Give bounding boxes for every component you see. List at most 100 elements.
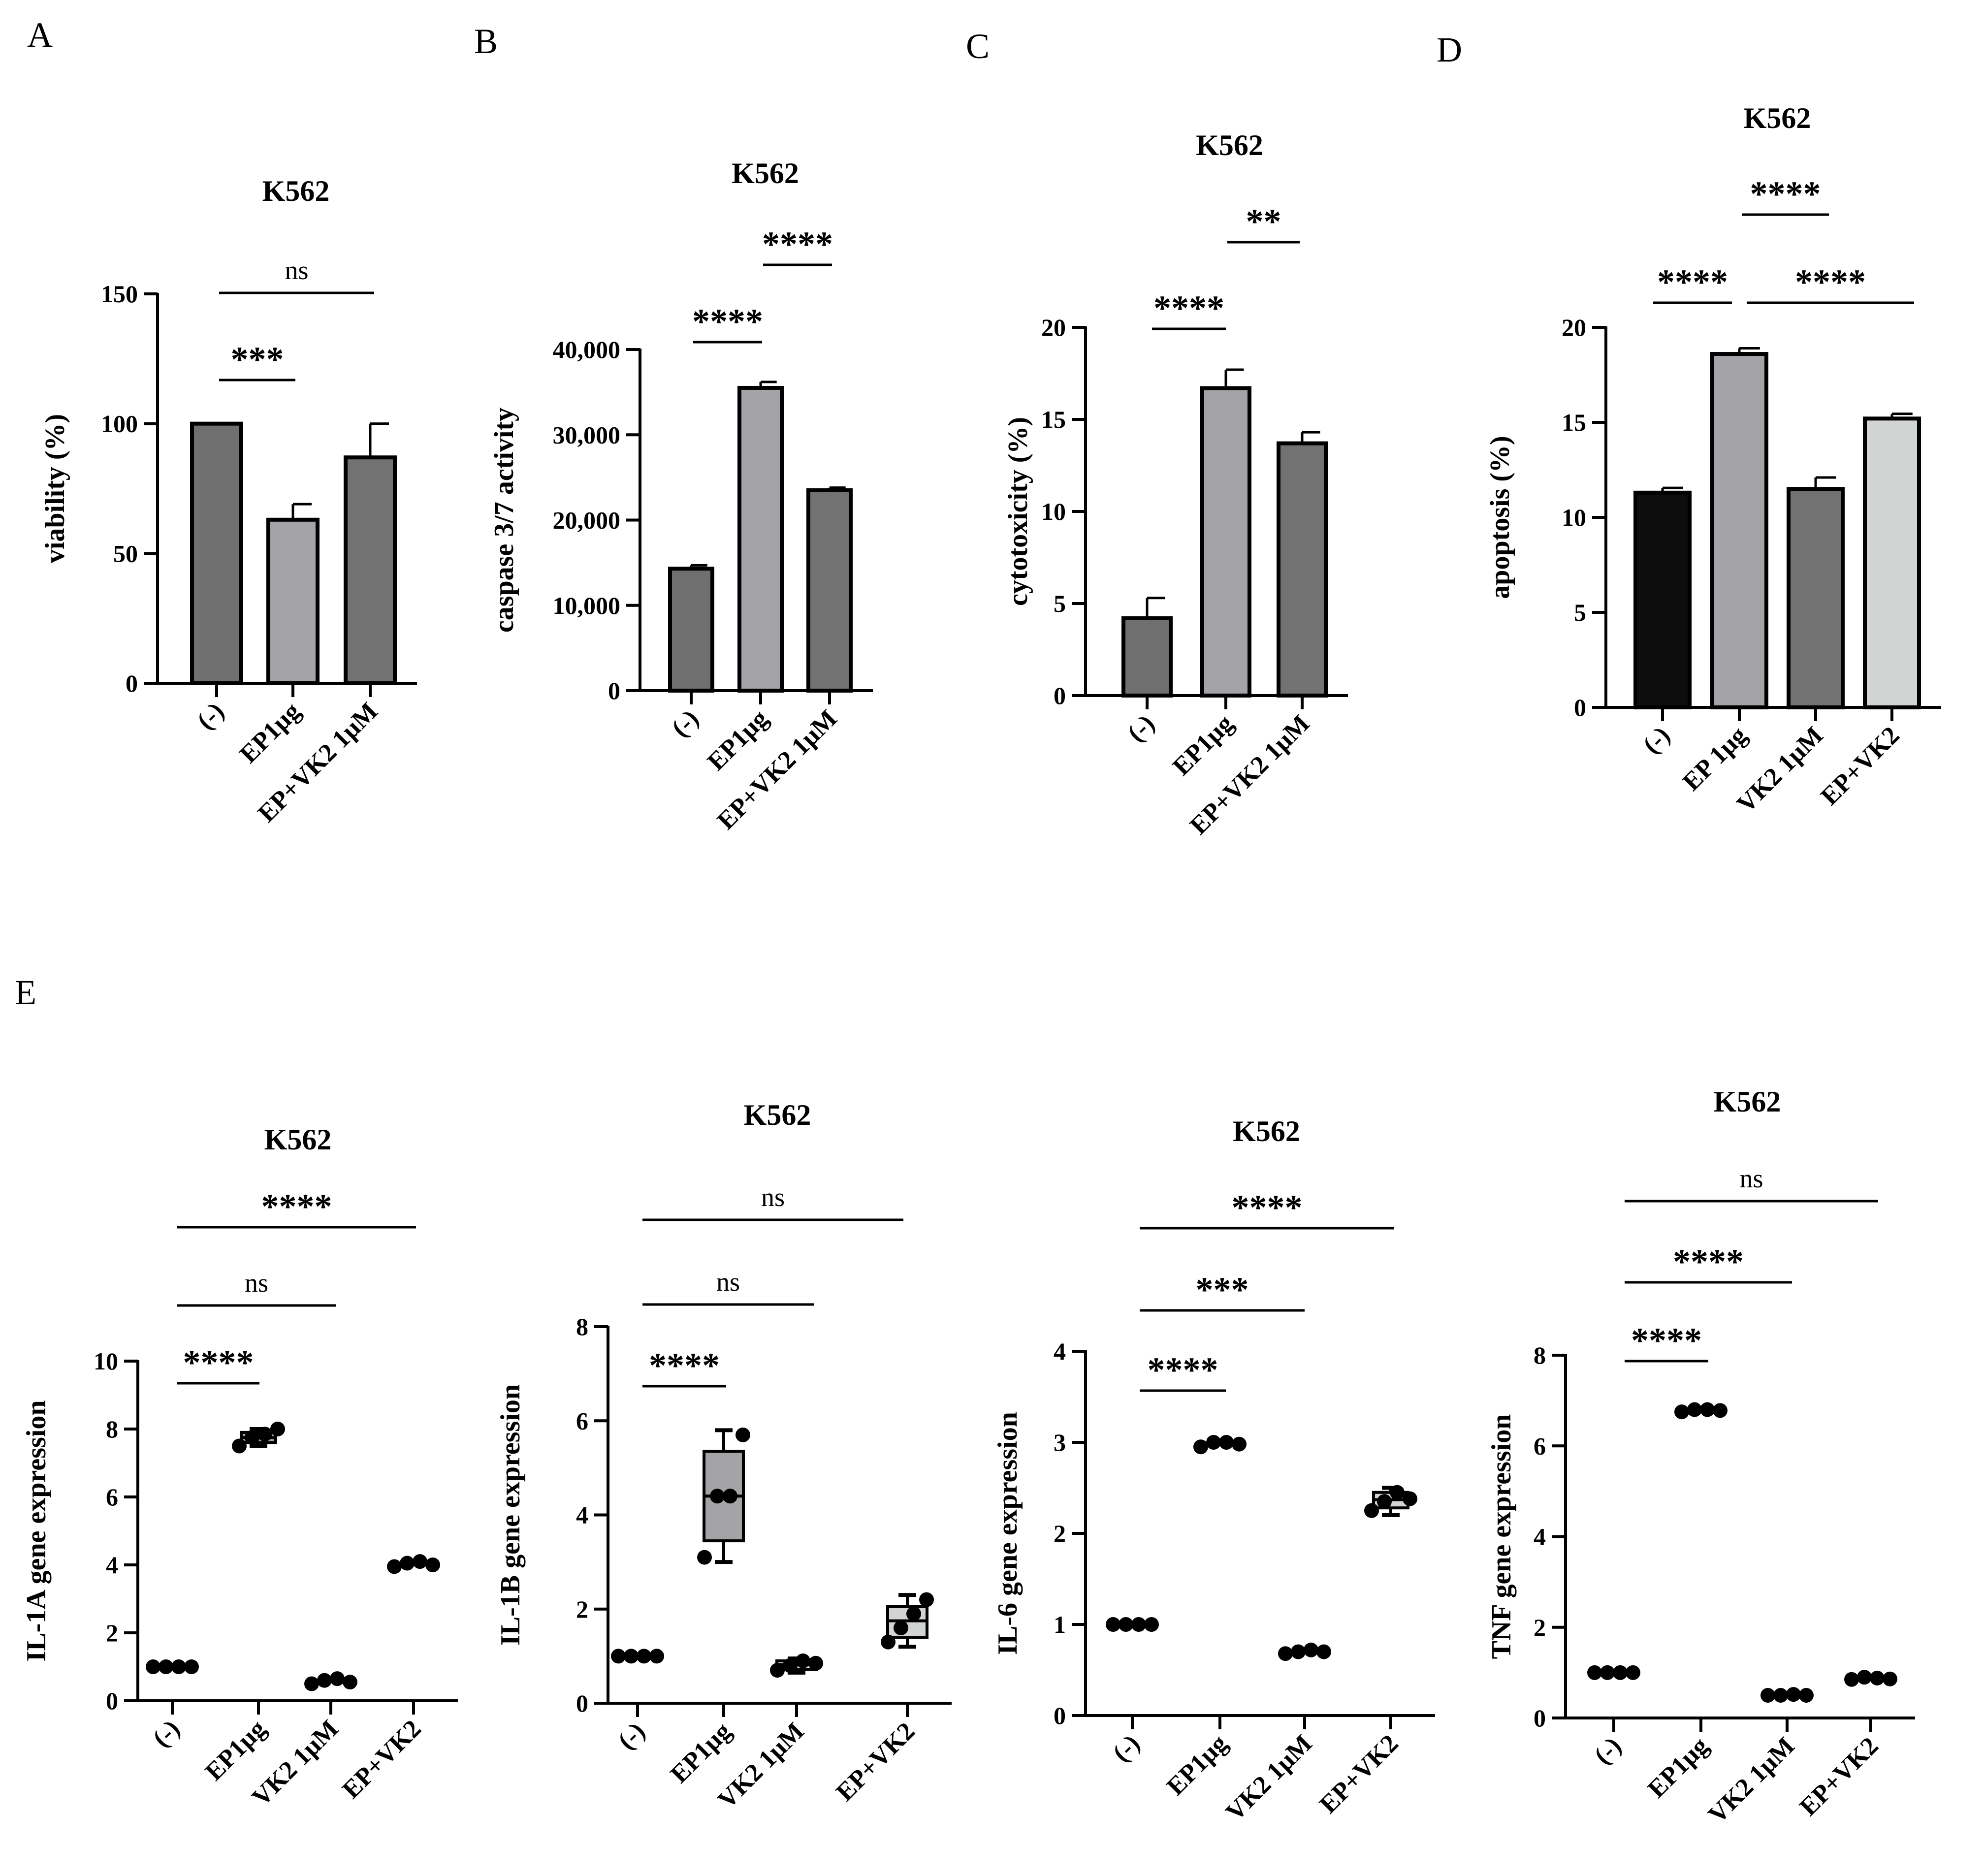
data-point — [1291, 1644, 1306, 1659]
significance-label: **** — [1232, 1188, 1303, 1227]
x-category-label: (-) — [666, 704, 704, 742]
data-point — [796, 1653, 810, 1668]
x-category-label: EP1µg — [1642, 1732, 1714, 1803]
y-tick-label: 8 — [576, 1313, 588, 1340]
data-point — [1232, 1436, 1247, 1452]
data-point — [1377, 1494, 1392, 1509]
panel-label-d: D — [1437, 30, 1462, 69]
y-tick-label: 2 — [106, 1619, 118, 1647]
chart-e3: K562 IL-6 gene expression 0 1 2 3 4 (-) EP1µgVK2… — [992, 1115, 1435, 1826]
bar-1 — [266, 517, 320, 686]
data-point — [919, 1592, 934, 1607]
x-category-label: EP+VK2 — [337, 1715, 427, 1804]
data-point — [1193, 1439, 1208, 1455]
bar-1 — [1710, 352, 1768, 709]
data-point — [1119, 1617, 1133, 1632]
data-point — [1613, 1665, 1628, 1680]
y-axis-label: cytotoxicity (%) — [1003, 417, 1033, 606]
data-point — [425, 1558, 440, 1572]
x-category-label: EP1µg — [1167, 709, 1239, 781]
data-point — [1106, 1617, 1120, 1632]
y-tick-label: 10 — [94, 1347, 118, 1375]
x-category-label: (-) — [1589, 1732, 1627, 1770]
x-category-label: EP+VK2 — [831, 1717, 921, 1807]
x-category-label: EP1µg — [200, 1715, 271, 1786]
bar-0 — [668, 567, 714, 693]
bar-2 — [344, 455, 397, 685]
y-tick-label: 0 — [126, 669, 138, 697]
significance-label: *** — [231, 340, 284, 379]
significance-label: ns — [716, 1267, 740, 1297]
y-tick-label: 4 — [1534, 1523, 1546, 1551]
y-tick-label: 0 — [576, 1689, 588, 1717]
data-point — [1713, 1403, 1728, 1418]
significance-label: **** — [1153, 288, 1224, 328]
data-point — [649, 1649, 664, 1664]
panel-label-a: A — [27, 15, 53, 55]
data-point — [624, 1649, 639, 1664]
y-axis-label: IL-1A gene expression — [21, 1400, 52, 1662]
significance-label: **** — [692, 302, 763, 341]
y-axis-label: viability (%) — [40, 414, 70, 563]
chart-title: K562 — [264, 1123, 332, 1156]
data-point — [611, 1649, 626, 1664]
bar-1 — [737, 385, 784, 693]
bar-1 — [1200, 386, 1251, 698]
data-point — [1600, 1665, 1615, 1680]
data-point — [1219, 1435, 1234, 1450]
bar-0 — [1633, 490, 1692, 709]
x-category-label: VK2 1µM — [1703, 1732, 1800, 1829]
bar-0 — [1121, 616, 1173, 698]
y-axis-label: IL-1B gene expression — [495, 1384, 526, 1646]
data-point — [232, 1438, 247, 1454]
x-category-label: EP+VK2 — [1816, 721, 1905, 811]
y-tick-label: 8 — [106, 1415, 118, 1443]
data-point — [257, 1427, 272, 1442]
y-tick-label: 20 — [1041, 314, 1066, 341]
y-tick-label: 0 — [1054, 682, 1066, 709]
data-point — [637, 1649, 651, 1664]
data-point — [1364, 1503, 1379, 1518]
y-tick-label: 0 — [1054, 1702, 1066, 1729]
chart-title: K562 — [1233, 1115, 1300, 1147]
significance-label: **** — [1750, 174, 1821, 214]
y-tick-label: 15 — [1041, 406, 1066, 433]
significance-label: **** — [649, 1346, 720, 1385]
data-point — [1883, 1671, 1897, 1686]
panel-label-e: E — [15, 973, 36, 1012]
data-point — [270, 1422, 285, 1436]
data-point — [400, 1556, 415, 1571]
y-tick-label: 10 — [1041, 498, 1066, 525]
y-axis-label: TNF gene expression — [1486, 1414, 1517, 1659]
significance-label: ns — [1739, 1164, 1763, 1193]
chart-title: K562 — [262, 175, 330, 207]
x-category-label: EP1µg — [665, 1717, 736, 1788]
data-point — [184, 1659, 199, 1674]
data-point — [146, 1659, 160, 1674]
significance-label: **** — [261, 1187, 332, 1226]
data-point — [1304, 1642, 1318, 1657]
y-tick-label: 8 — [1534, 1341, 1546, 1369]
data-point — [1857, 1670, 1872, 1685]
data-point — [413, 1554, 427, 1569]
y-tick-label: 5 — [1054, 590, 1066, 617]
bar-2 — [1277, 441, 1328, 698]
bar-2 — [1787, 487, 1845, 709]
data-point — [1278, 1646, 1293, 1661]
bar-3 — [1863, 416, 1921, 709]
y-tick-label: 20 — [1562, 314, 1586, 341]
significance-label: ns — [245, 1268, 268, 1298]
chart-title: K562 — [1744, 102, 1811, 134]
y-tick-label: 30,000 — [553, 421, 621, 448]
panel-label-b: B — [474, 22, 498, 61]
data-point — [723, 1489, 737, 1504]
significance-label: **** — [1148, 1350, 1218, 1390]
chart-title: K562 — [744, 1099, 811, 1131]
bar-0 — [190, 421, 243, 685]
y-tick-label: 4 — [576, 1501, 588, 1529]
x-category-label: (-) — [612, 1717, 650, 1755]
x-category-label: EP+VK2 — [1314, 1729, 1404, 1819]
